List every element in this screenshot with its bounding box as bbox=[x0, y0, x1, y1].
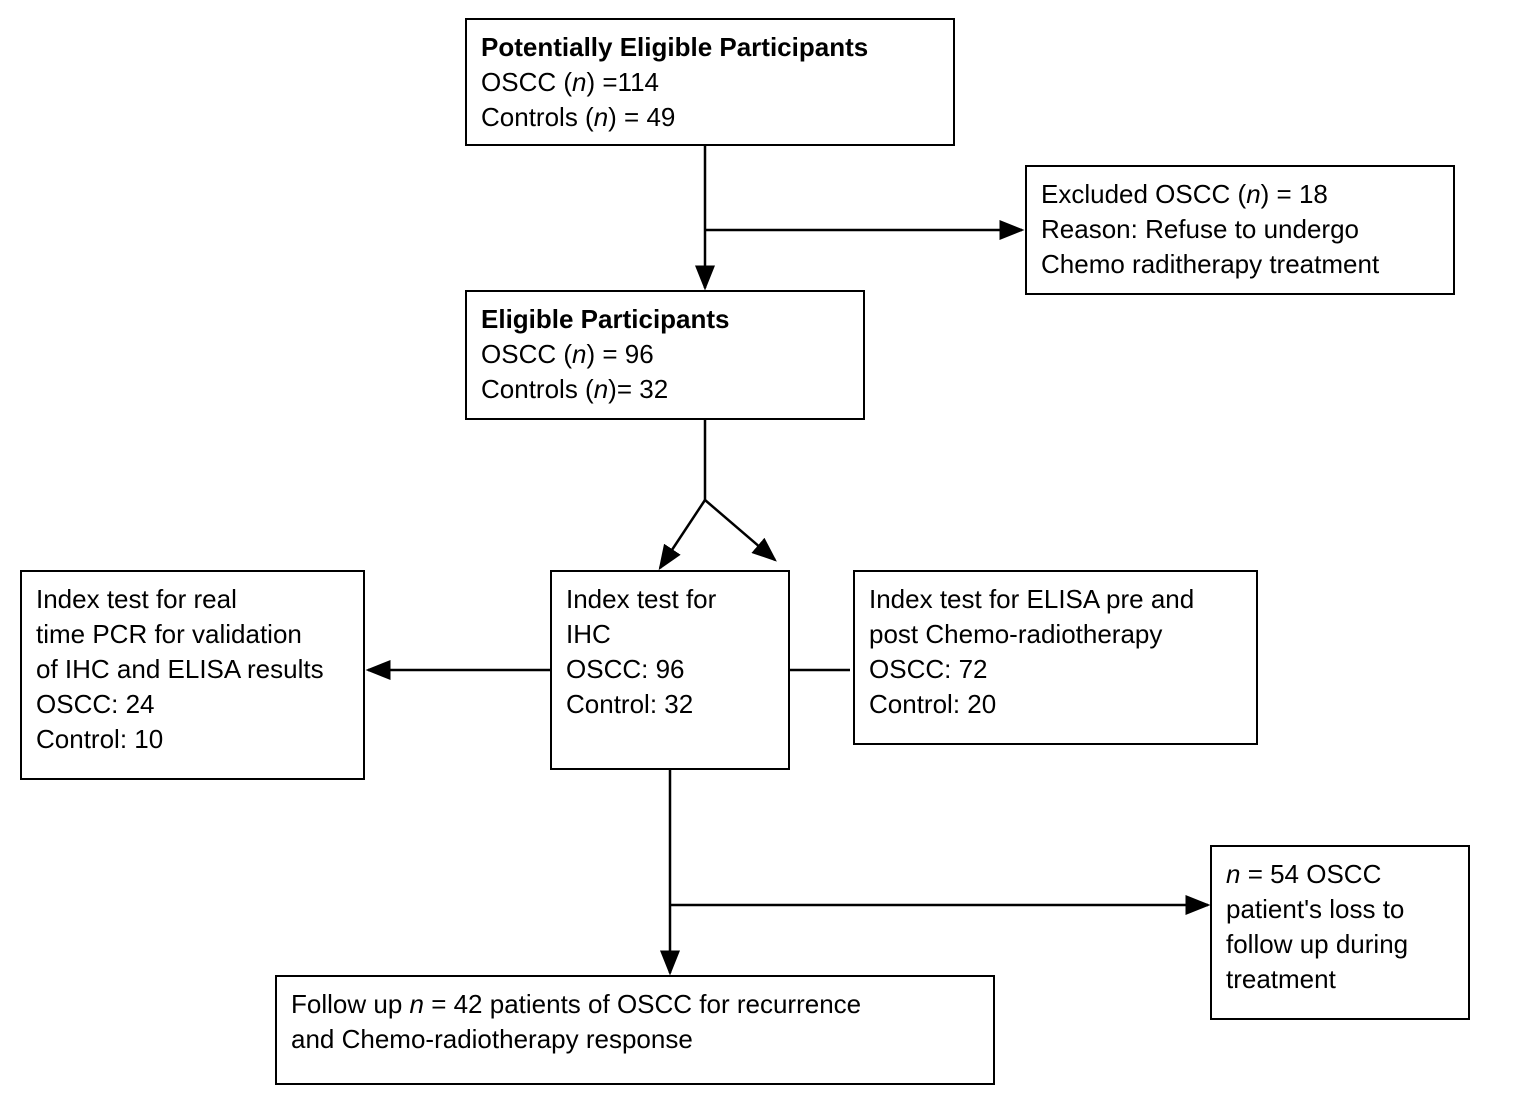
pcr-line-3: of IHC and ELISA results bbox=[36, 652, 349, 687]
oscc-value: ) = 96 bbox=[586, 339, 653, 369]
node-potentially-eligible: Potentially Eligible Participants OSCC (… bbox=[465, 18, 955, 146]
pcr-line-1: Index test for real bbox=[36, 582, 349, 617]
n-var: n bbox=[410, 989, 424, 1019]
n-var: n bbox=[594, 374, 608, 404]
followup-line-2: and Chemo-radiotherapy response bbox=[291, 1022, 979, 1057]
loss-line-4: treatment bbox=[1226, 962, 1454, 997]
ihc-line-1: Index test for bbox=[566, 582, 774, 617]
node-title: Potentially Eligible Participants bbox=[481, 32, 868, 62]
node-ihc: Index test for IHC OSCC: 96 Control: 32 bbox=[550, 570, 790, 770]
elisa-line-3: OSCC: 72 bbox=[869, 652, 1242, 687]
pcr-line-5: Control: 10 bbox=[36, 722, 349, 757]
n-var: n bbox=[594, 102, 608, 132]
loss-line-2: patient's loss to bbox=[1226, 892, 1454, 927]
controls-value: ) = 49 bbox=[608, 102, 675, 132]
excluded-value: ) = 18 bbox=[1261, 179, 1328, 209]
elisa-line-4: Control: 20 bbox=[869, 687, 1242, 722]
loss-line-1: = 54 OSCC bbox=[1240, 859, 1381, 889]
n-var: n bbox=[572, 67, 586, 97]
node-followup: Follow up n = 42 patients of OSCC for re… bbox=[275, 975, 995, 1085]
followup-label: Follow up bbox=[291, 989, 410, 1019]
n-var: n bbox=[572, 339, 586, 369]
n-var: n bbox=[1246, 179, 1260, 209]
oscc-value: ) =114 bbox=[586, 67, 659, 97]
excluded-reason-1: Reason: Refuse to undergo bbox=[1041, 212, 1439, 247]
n-var: n bbox=[1226, 859, 1240, 889]
elisa-line-1: Index test for ELISA pre and bbox=[869, 582, 1242, 617]
excluded-reason-2: Chemo raditherapy treatment bbox=[1041, 247, 1439, 282]
ihc-line-4: Control: 32 bbox=[566, 687, 774, 722]
node-loss: n = 54 OSCC patient's loss to follow up … bbox=[1210, 845, 1470, 1020]
node-pcr: Index test for real time PCR for validat… bbox=[20, 570, 365, 780]
loss-line-3: follow up during bbox=[1226, 927, 1454, 962]
followup-rest: = 42 patients of OSCC for recurrence bbox=[424, 989, 861, 1019]
pcr-line-2: time PCR for validation bbox=[36, 617, 349, 652]
oscc-label: OSCC ( bbox=[481, 339, 572, 369]
node-excluded: Excluded OSCC (n) = 18 Reason: Refuse to… bbox=[1025, 165, 1455, 295]
elisa-line-2: post Chemo-radiotherapy bbox=[869, 617, 1242, 652]
ihc-line-3: OSCC: 96 bbox=[566, 652, 774, 687]
node-eligible: Eligible Participants OSCC (n) = 96 Cont… bbox=[465, 290, 865, 420]
node-title: Eligible Participants bbox=[481, 304, 730, 334]
controls-label: Controls ( bbox=[481, 374, 594, 404]
ihc-line-2: IHC bbox=[566, 617, 774, 652]
node-elisa: Index test for ELISA pre and post Chemo-… bbox=[853, 570, 1258, 745]
controls-value: )= 32 bbox=[608, 374, 668, 404]
excluded-label: Excluded OSCC ( bbox=[1041, 179, 1246, 209]
oscc-label: OSCC ( bbox=[481, 67, 572, 97]
pcr-line-4: OSCC: 24 bbox=[36, 687, 349, 722]
controls-label: Controls ( bbox=[481, 102, 594, 132]
